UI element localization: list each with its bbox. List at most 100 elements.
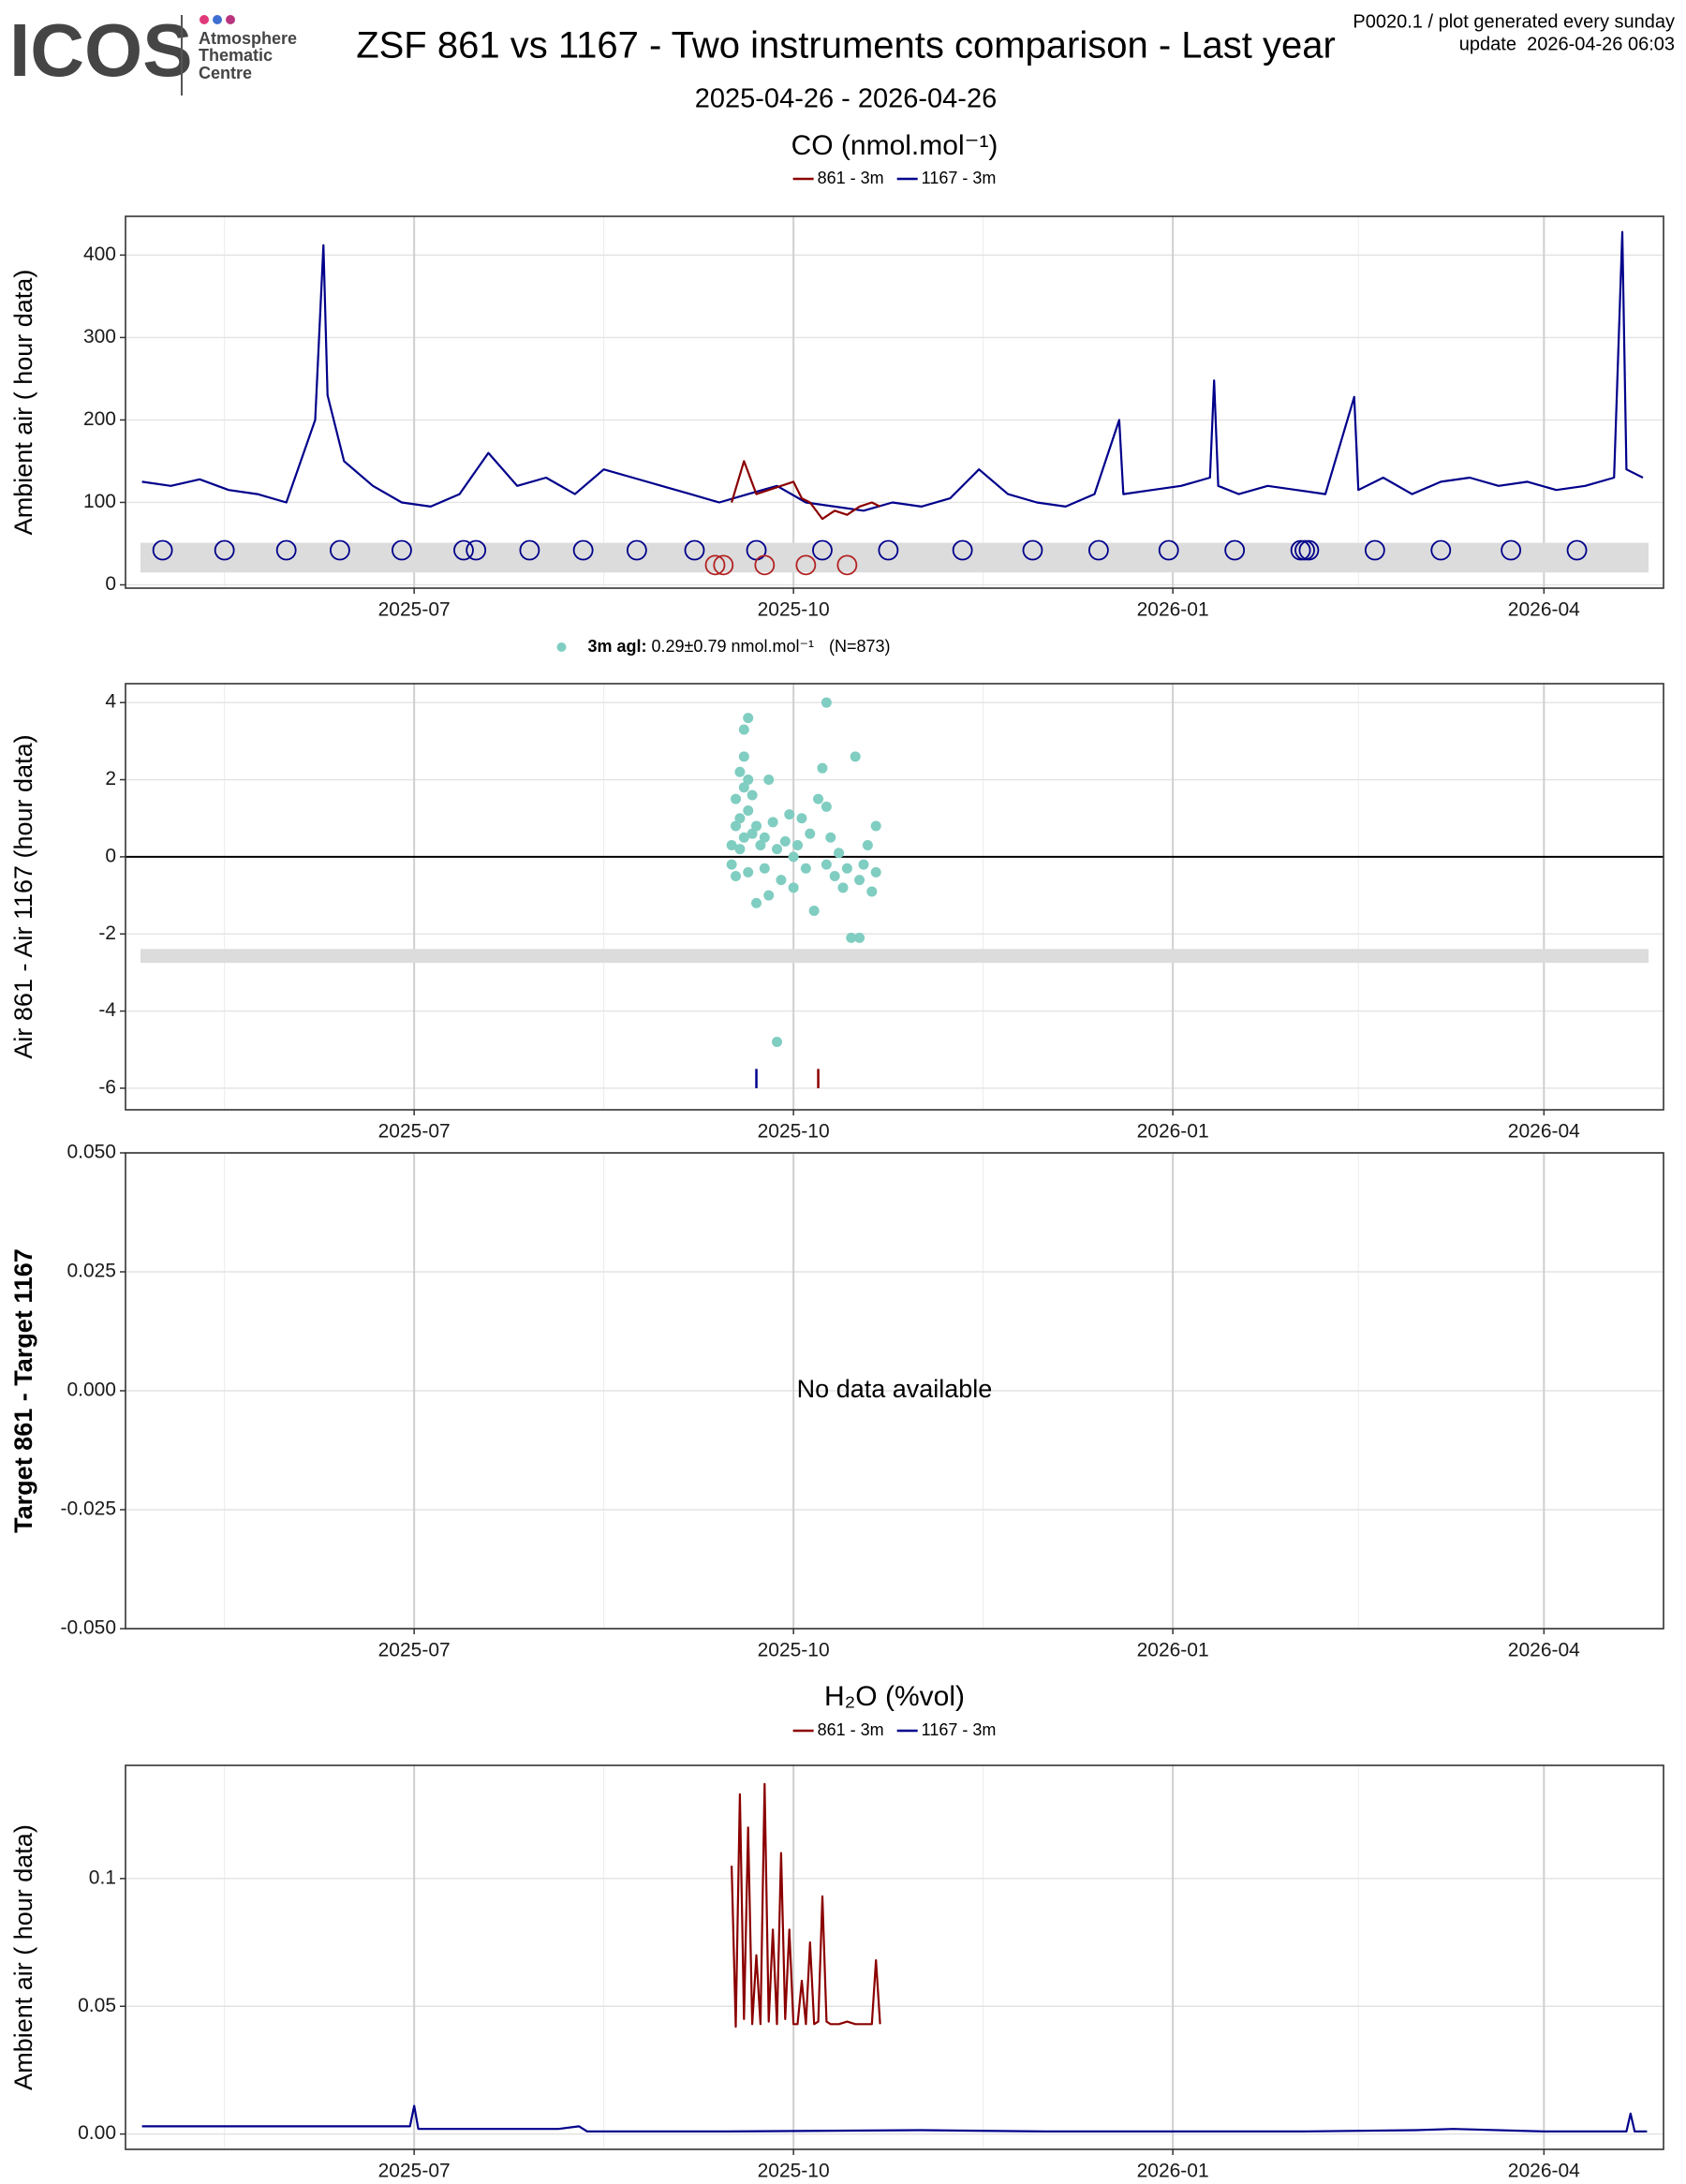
point [854,932,865,943]
plot-background [126,684,1664,1110]
point [763,775,775,786]
event-marker [626,539,647,561]
x-tick-label: 2025-10 [758,2161,830,2182]
y-axis-label: Ambient air ( hour data) [9,270,37,536]
event-marker [812,539,833,561]
point [759,863,770,874]
x-tick-label: 2026-04 [1508,599,1580,621]
event-marker [713,554,734,576]
y-tick-label: 0.050 [67,1142,116,1163]
event-marker [1224,539,1246,561]
event-marker [1022,539,1043,561]
event-marker [704,554,726,576]
x-tick-label: 2025-07 [378,599,451,621]
point [788,851,799,863]
point [788,882,799,893]
point [850,751,861,762]
event-marker [275,539,297,561]
plot-background [126,1765,1664,2149]
point [743,775,754,786]
logo-sub: Thematic [199,46,273,65]
panel-title: CO (nmol.mol⁻¹) [791,130,998,161]
annotation: No data available [797,1375,993,1403]
y-tick-label: 400 [83,243,116,265]
point [813,793,824,804]
x-tick-label: 2026-01 [1137,599,1209,621]
point [784,809,795,820]
x-tick-label: 2026-01 [1137,1640,1209,1661]
x-tick-label: 2025-07 [378,1640,451,1661]
x-tick-label: 2025-07 [378,2161,451,2182]
legend-label: 861 - 3m [818,169,884,187]
x-tick-label: 2025-10 [758,599,830,621]
point [772,1037,783,1048]
y-axis-label: Air 861 - Air 1167 (hour data) [9,734,37,1058]
y-tick-label: 0.00 [78,2122,116,2144]
event-marker [878,539,899,561]
plot-background [126,216,1664,588]
event-marker [1158,539,1179,561]
y-tick-label: 0.1 [89,1867,116,1888]
legend-label: 861 - 3m [818,1720,884,1739]
legend: 861 - 3m 1167 - 3m [792,1720,996,1739]
point [837,882,849,893]
point [743,866,754,878]
point [829,870,840,881]
point [866,886,878,897]
event-marker [1501,539,1522,561]
plot-frame [125,215,1664,589]
point [743,713,754,724]
point [755,840,766,851]
series-line [731,460,881,521]
event-marker [572,539,594,561]
point [846,932,857,943]
y-tick-label: -4 [98,999,116,1021]
point [731,793,742,804]
x-tick-label: 2025-07 [378,1121,451,1143]
y-tick-label: 0.025 [67,1261,116,1282]
x-tick-label: 2026-04 [1508,1121,1580,1143]
point [776,875,787,886]
event-marker [836,554,858,576]
y-axis-label: Target 861 - Target 1167 [9,1248,37,1533]
y-tick-label: -6 [98,1076,116,1098]
logo: ICOS Atmosphere Thematic Centre [9,8,297,96]
x-tick-label: 2026-04 [1508,2161,1580,2182]
event-marker [392,539,412,561]
event-marker [952,539,973,561]
point [779,835,791,847]
legend-label: 3m agl: [587,637,646,656]
point [862,840,873,851]
legend: 3m agl: 0.29±0.79 nmol.mol⁻¹ (N=873) [556,637,891,656]
logo-sub: Atmosphere [199,29,297,48]
y-tick-label: 4 [105,691,116,713]
event-marker [1294,539,1315,561]
y-tick-label: 0.000 [67,1380,116,1401]
logo-text: ICOS [9,8,193,92]
event-marker [684,539,705,561]
x-tick-label: 2026-04 [1508,1640,1580,1661]
logo-dot [200,15,209,24]
point [805,828,816,839]
point [767,817,778,828]
y-tick-label: -0.025 [60,1498,116,1520]
event-marker [1088,539,1109,561]
point [870,820,881,832]
point [796,813,807,824]
logo-dot [213,15,222,24]
legend-n: (N=873) [829,637,891,656]
legend-stats: 0.29±0.79 nmol.mol⁻¹ [652,637,814,656]
update: update 2026-04-26 06:03 [1459,34,1675,54]
event-marker [214,539,235,561]
point [800,863,811,874]
point [738,782,749,793]
y-tick-label: 0 [105,573,116,595]
event-marker [1566,539,1588,561]
x-tick-label: 2025-10 [758,1640,830,1661]
point [731,870,742,881]
event-marker [1430,539,1452,561]
event-marker [466,539,487,561]
point [825,832,836,843]
y-axis-label: Ambient air ( hour data) [9,1824,37,2090]
